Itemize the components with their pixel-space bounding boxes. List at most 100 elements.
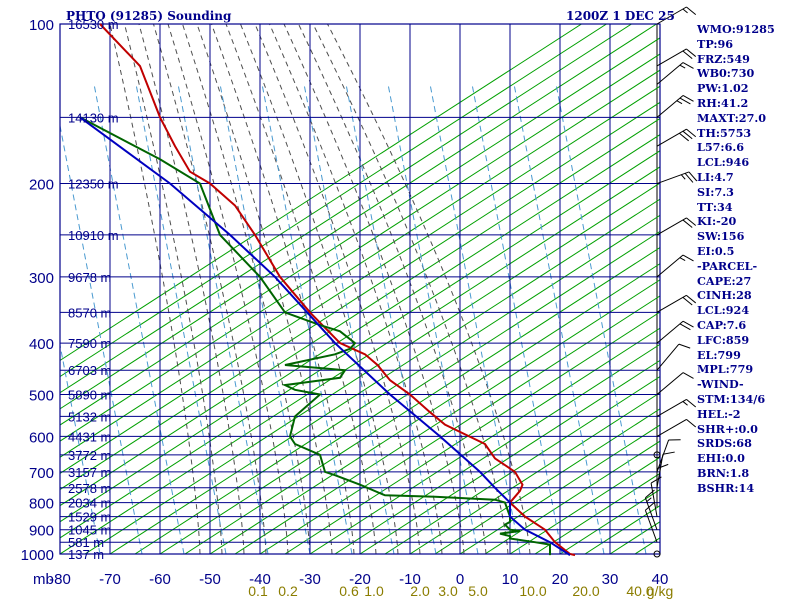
profile-lines: [79, 23, 576, 557]
barb-flag: [682, 254, 694, 262]
barb-flag: [646, 497, 652, 503]
moist-adiabat-line: [327, 24, 531, 554]
pressure-tick-label: 700: [29, 465, 54, 482]
wind-barb: [656, 48, 697, 67]
index-item: WMO:91285: [697, 22, 775, 36]
dry-adiabat-line: [159, 230, 660, 554]
barb-flag: [679, 132, 689, 142]
dry-adiabat-line: [60, 85, 660, 474]
mixing-ratio-label: 3.0: [438, 583, 458, 599]
dry-adiabat-line: [60, 166, 660, 554]
barb-shaft: [656, 294, 687, 313]
barb-flag: [679, 257, 686, 262]
wind-barb: [656, 463, 669, 503]
barb-shaft: [644, 497, 658, 530]
barb-shaft: [656, 6, 687, 25]
wind-barb: [656, 398, 697, 417]
dry-adiabat-line: [60, 24, 582, 362]
wind-barb: [656, 128, 697, 147]
moist-adiabat-line: [167, 24, 289, 554]
barb-flag: [682, 320, 694, 328]
mixing-ratio-label: 0.2: [278, 583, 298, 599]
barb-flag: [682, 401, 688, 406]
barb-flag: [686, 419, 697, 428]
height-label: 1045 m: [68, 523, 111, 538]
barb-flag: [676, 100, 683, 105]
temperature-tick-label: 10: [502, 571, 519, 588]
index-item: SHR+:0.0: [697, 421, 758, 436]
dry-adiabat-line: [259, 295, 660, 554]
mixing-ratio-label: 0.6: [339, 583, 359, 599]
mixing-ratio-line: [387, 83, 479, 554]
barb-shaft: [656, 171, 690, 185]
wind-barb: [653, 451, 661, 459]
dry-adiabat-line: [60, 24, 607, 378]
dry-adiabat-line: [60, 69, 660, 458]
pressure-tick-label: 1000: [21, 547, 54, 564]
temperature-tick-label: 40: [652, 571, 669, 588]
barb-flag: [682, 8, 688, 14]
index-item: LFC:859: [697, 332, 750, 347]
moist-adiabat-line: [196, 24, 333, 554]
wind-barb: [650, 476, 662, 517]
moist-adiabat-lines: [109, 24, 531, 554]
dry-adiabat-line: [509, 456, 660, 554]
barb-shaft: [656, 254, 684, 278]
dry-adiabat-line: [309, 327, 660, 554]
barb-flag: [682, 50, 693, 59]
dry-adiabat-line: [60, 24, 657, 410]
index-item: -PARCEL-: [697, 258, 758, 273]
mixing-ratio-line: [513, 83, 605, 554]
wind-barb: [656, 451, 675, 488]
barb-flag: [684, 172, 694, 183]
calm-wind-marker: [653, 451, 661, 459]
dry-adiabat-line: [384, 375, 660, 554]
plot-frame: [59, 23, 661, 555]
dry-adiabat-line: [60, 150, 660, 539]
barb-shaft: [644, 510, 658, 543]
dry-adiabat-line: [134, 214, 660, 554]
index-item: FRZ:549: [697, 51, 750, 66]
moist-adiabat-line: [283, 24, 465, 554]
index-item: SRDS:68: [697, 436, 752, 451]
dry-adiabat-line: [84, 182, 660, 554]
index-item: MAXT:27.0: [697, 110, 767, 125]
dry-adiabat-line: [60, 53, 660, 442]
barb-flag: [682, 95, 694, 102]
barb-flag: [680, 174, 686, 180]
height-label: 2034 m: [68, 496, 111, 511]
dry-adiabat-line: [60, 117, 660, 507]
temperature-tick-label: -60: [149, 571, 171, 588]
barb-flag: [679, 97, 691, 105]
wind-barb: [644, 489, 658, 530]
moist-adiabat-line: [269, 24, 443, 554]
dry-adiabat-line: [484, 440, 660, 554]
index-item: EI:0.5: [697, 243, 735, 258]
moist-adiabat-line: [298, 24, 487, 554]
barb-flag: [679, 323, 691, 331]
moist-adiabat-line: [240, 24, 399, 554]
height-label: 2578 m: [68, 481, 111, 496]
wind-barb: [656, 439, 681, 473]
wind-barb: [656, 294, 697, 313]
wind-barb: [656, 372, 694, 395]
temperature-tick-label: -30: [299, 571, 321, 588]
temperature-tick-label: -20: [349, 571, 371, 588]
index-item: TH:5753: [697, 125, 752, 140]
pressure-tick-label: 200: [29, 177, 54, 194]
temperature-tick-label: 30: [602, 571, 619, 588]
barb-flag: [686, 6, 697, 15]
barb-flag: [645, 502, 655, 511]
height-label: 4431 m: [68, 429, 111, 444]
index-item: KI:-20: [697, 214, 737, 229]
dry-adiabat-line: [785, 24, 800, 554]
dry-adiabat-line: [409, 392, 660, 554]
height-label: 7590 m: [68, 336, 111, 351]
height-label: 3772 m: [68, 448, 111, 463]
pressure-tick-label: 500: [29, 387, 54, 404]
mixing-ratio-label: 2.0: [410, 583, 430, 599]
wind-barb: [656, 62, 694, 85]
dry-adiabat-line: [434, 408, 660, 554]
height-labels: 16530 m 14130 m 12350 m 10910 m 9678 m 8570 m…: [68, 17, 119, 562]
barb-flag: [682, 62, 694, 69]
